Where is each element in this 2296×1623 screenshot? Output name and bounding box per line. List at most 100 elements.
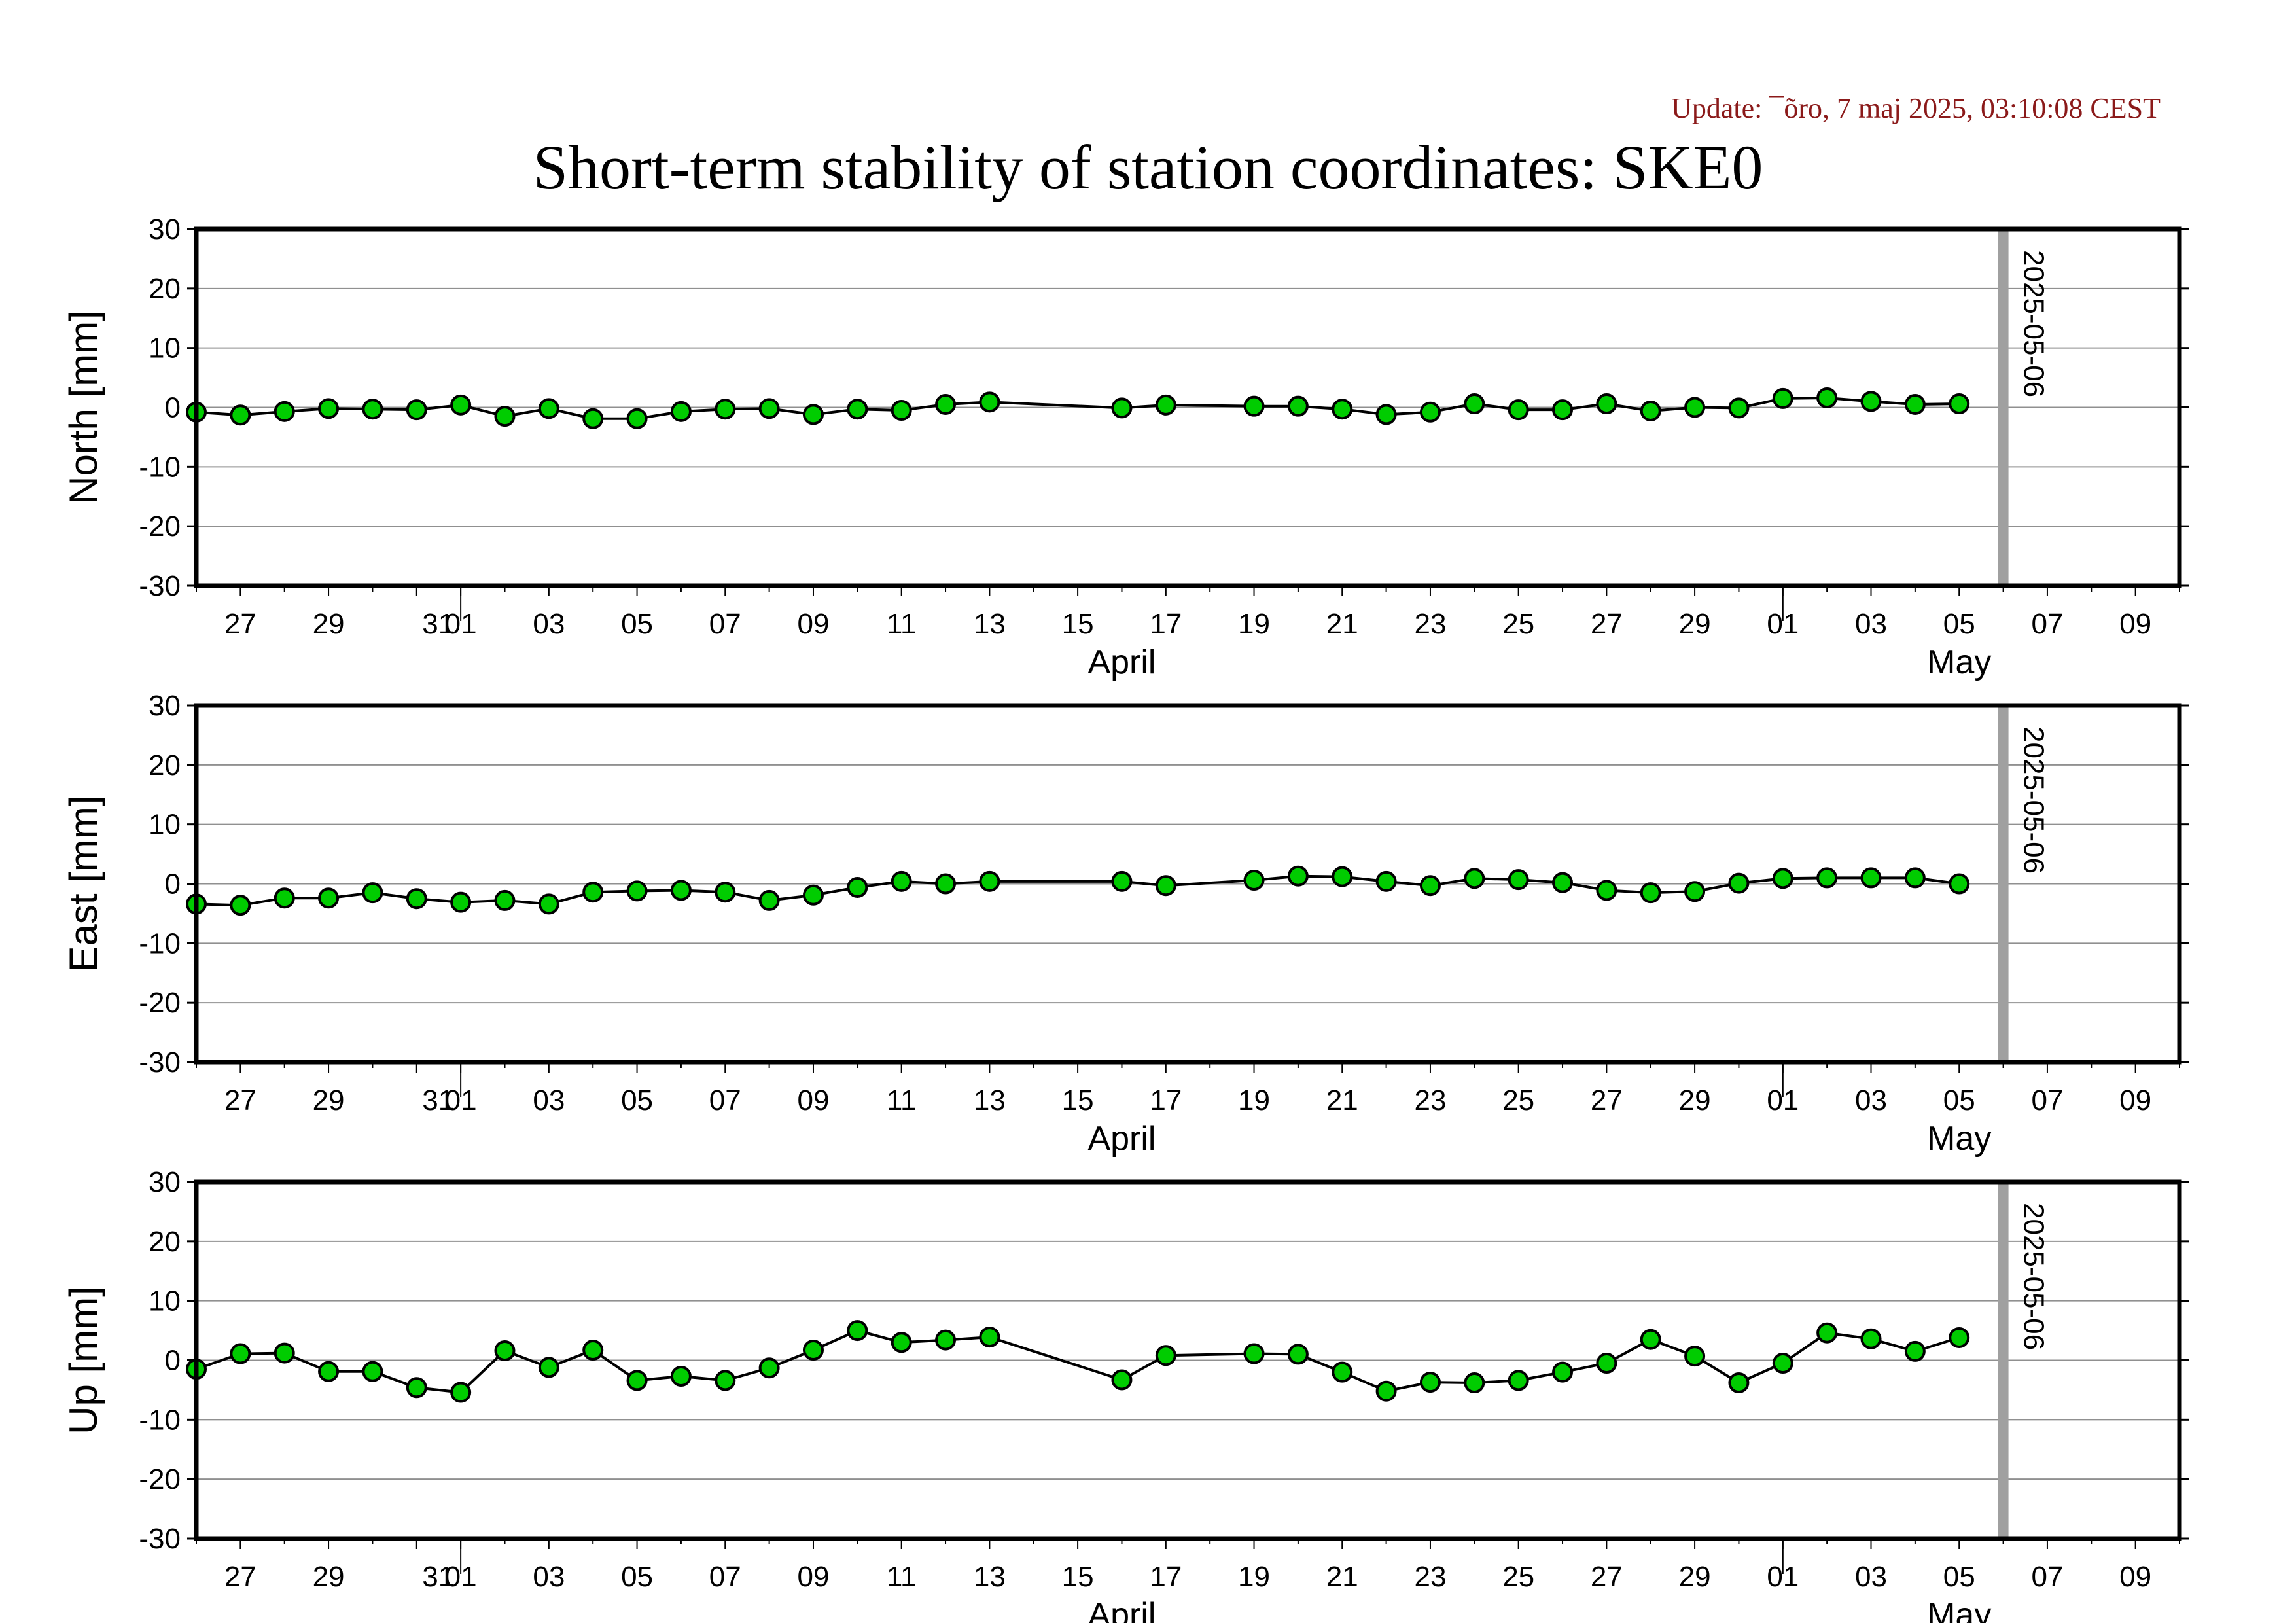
x-tick-label: 27	[1591, 608, 1623, 640]
y-tick-label: 30	[149, 690, 181, 722]
data-point	[1111, 870, 1133, 892]
x-tick-label: 31	[422, 1084, 454, 1116]
x-tick-label: 19	[1238, 608, 1270, 640]
data-point	[802, 884, 824, 906]
data-point	[1684, 397, 1706, 418]
data-point	[1684, 881, 1706, 902]
data-point	[1684, 1346, 1706, 1367]
x-tick-label: 01	[1767, 1561, 1799, 1593]
x-tick-label: 21	[1326, 1084, 1358, 1116]
x-tick-label: 31	[422, 1561, 454, 1593]
y-tick-label: 20	[149, 749, 181, 781]
x-tick-label: 09	[2119, 608, 2151, 640]
y-tick-label: 20	[149, 1226, 181, 1258]
data-point	[1728, 872, 1750, 894]
x-tick-label: 11	[887, 1084, 917, 1116]
data-point	[1816, 1322, 1838, 1344]
data-point	[715, 1370, 736, 1391]
data-point	[1287, 865, 1309, 887]
x-tick-label: 29	[313, 1561, 345, 1593]
data-point	[582, 1340, 604, 1361]
data-point	[1332, 866, 1353, 887]
month-label: April	[1087, 643, 1156, 681]
data-point	[1640, 400, 1661, 421]
month-label: April	[1087, 1120, 1156, 1158]
data-point	[670, 1366, 692, 1387]
x-tick-label: 23	[1414, 1561, 1446, 1593]
x-tick-label: 09	[2119, 1084, 2151, 1116]
x-tick-label: 01	[445, 1084, 477, 1116]
data-point	[1904, 1340, 1926, 1362]
x-tick-label: 29	[1679, 1084, 1711, 1116]
x-tick-label: 07	[709, 1084, 741, 1116]
x-tick-label: 25	[1502, 608, 1534, 640]
x-tick-label: 27	[224, 608, 256, 640]
data-point	[362, 399, 383, 420]
x-tick-label: 15	[1062, 1084, 1094, 1116]
data-point	[1640, 882, 1661, 904]
x-tick-label: 05	[1943, 1561, 1975, 1593]
x-tick-label: 17	[1150, 1561, 1182, 1593]
data-point	[1949, 1327, 1970, 1348]
data-point	[406, 888, 427, 910]
x-tick-label: 11	[887, 1561, 917, 1593]
data-point	[670, 880, 692, 901]
data-point	[1552, 1361, 1574, 1383]
data-point	[450, 394, 472, 416]
x-tick-label: 23	[1414, 608, 1446, 640]
x-tick-label: 15	[1062, 608, 1094, 640]
y-tick-label: -30	[139, 1523, 181, 1555]
x-tick-label: 25	[1502, 1561, 1534, 1593]
data-point	[1419, 401, 1441, 423]
data-point	[1375, 870, 1397, 892]
x-tick-label: 01	[445, 1561, 477, 1593]
data-point	[1464, 868, 1485, 889]
x-tick-label: 29	[313, 1084, 345, 1116]
data-point	[1904, 393, 1926, 415]
data-point	[758, 1357, 780, 1379]
data-point	[979, 391, 1000, 413]
data-point	[1332, 399, 1353, 420]
data-point	[1772, 868, 1793, 889]
data-point	[1728, 397, 1750, 419]
x-tick-label: 21	[1326, 608, 1358, 640]
data-point	[979, 1327, 1000, 1348]
x-tick-label: 09	[2119, 1561, 2151, 1593]
x-tick-label: 05	[621, 608, 653, 640]
data-point	[1596, 880, 1617, 901]
data-point	[802, 404, 824, 425]
x-tick-label: 19	[1238, 1561, 1270, 1593]
data-point	[935, 873, 957, 895]
y-tick-label: -20	[139, 987, 181, 1019]
data-point	[450, 891, 472, 913]
y-axis-label: East [mm]	[62, 795, 105, 972]
x-tick-label: 03	[533, 608, 565, 640]
data-point	[1287, 395, 1309, 417]
data-point	[1464, 393, 1485, 415]
data-point	[847, 399, 868, 420]
data-point	[582, 408, 604, 429]
data-point	[1111, 1369, 1133, 1391]
reference-date-label: 2025-05-06	[2018, 726, 2050, 874]
x-tick-label: 17	[1150, 608, 1182, 640]
y-tick-label: -10	[139, 451, 181, 483]
data-point	[715, 882, 736, 903]
y-tick-label: -30	[139, 1046, 181, 1079]
data-point	[494, 889, 516, 911]
x-tick-label: 03	[533, 1561, 565, 1593]
data-point	[274, 401, 295, 422]
data-point	[406, 399, 427, 421]
x-tick-label: 13	[974, 608, 1006, 640]
x-tick-label: 09	[798, 608, 830, 640]
data-point	[1464, 1372, 1485, 1394]
reference-date-label: 2025-05-06	[2018, 250, 2050, 397]
data-point	[1419, 1372, 1441, 1393]
data-point	[494, 406, 516, 427]
data-point	[538, 1357, 559, 1378]
data-point	[1904, 867, 1926, 889]
x-tick-label: 27	[224, 1084, 256, 1116]
x-tick-label: 01	[1767, 1084, 1799, 1116]
y-tick-label: 0	[165, 1345, 181, 1377]
data-point	[1640, 1329, 1661, 1350]
data-point	[1287, 1344, 1309, 1365]
